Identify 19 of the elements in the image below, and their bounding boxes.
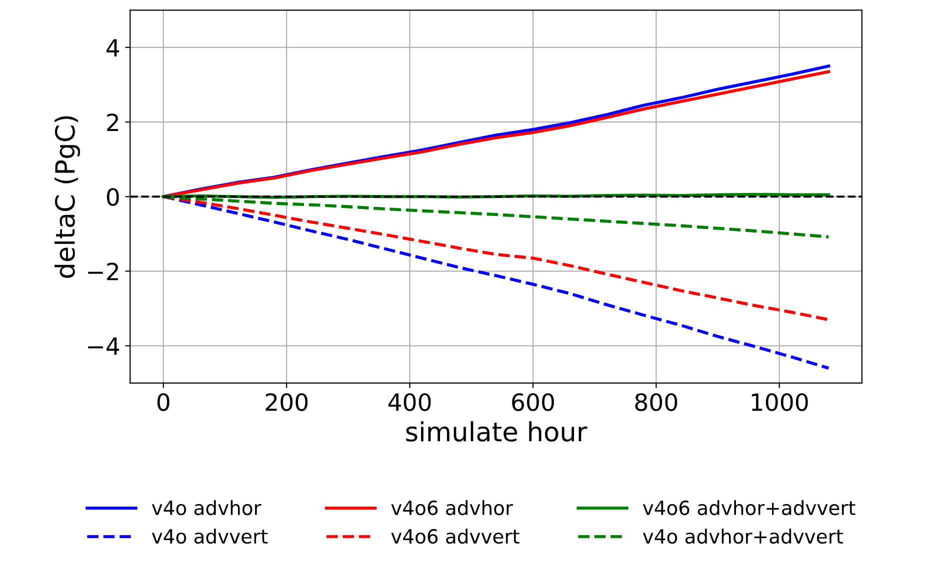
- legend-label: v4o6 advhor+advvert: [642, 500, 856, 516]
- legend-label: v4o6 advhor: [391, 500, 513, 516]
- legend-label: v4o advhor: [152, 500, 262, 516]
- y-tick-label: 4: [106, 39, 120, 56]
- x-tick-label: 600: [512, 393, 554, 412]
- x-axis-title: simulate hour: [406, 421, 588, 442]
- x-tick-label: 200: [266, 393, 308, 412]
- y-tick-label: −2: [88, 262, 118, 280]
- legend-label: v4o advvert: [152, 528, 268, 544]
- x-tick-label: 800: [635, 393, 678, 412]
- x-tick-label: 400: [388, 393, 431, 412]
- y-axis-title: deltaC (PgC): [54, 116, 80, 278]
- legend-label: v4o6 advvert: [391, 528, 520, 544]
- y-tick-label: −4: [88, 338, 120, 355]
- y-tick-label: 0: [106, 188, 119, 206]
- y-tick-label: 2: [107, 113, 118, 132]
- x-tick-label: 1000: [752, 393, 808, 412]
- x-tick-label: 0: [157, 393, 170, 412]
- legend-label: v4o advhor+advvert: [642, 528, 843, 544]
